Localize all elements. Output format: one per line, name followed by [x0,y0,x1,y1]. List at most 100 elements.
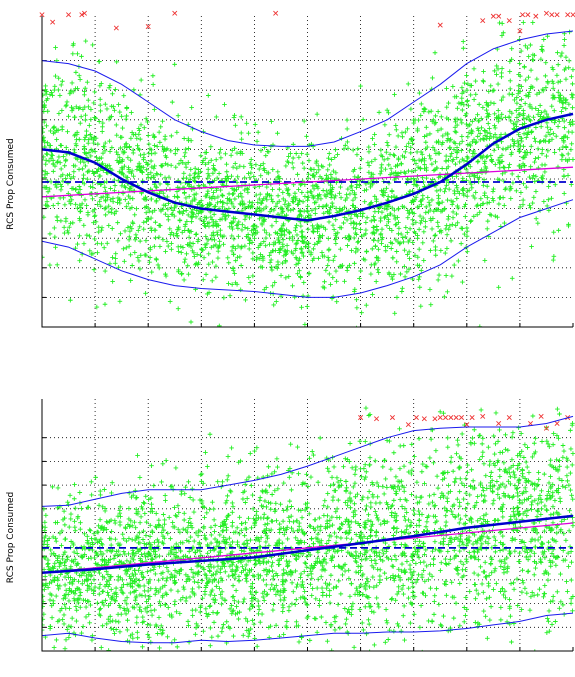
data-point [526,74,531,80]
data-point [154,171,160,177]
data-point [463,476,469,481]
data-point [154,144,160,149]
data-point [492,123,497,128]
data-point [292,190,298,196]
data-point [473,190,479,195]
data-point [55,577,61,583]
data-point [174,194,180,199]
data-point [95,141,101,147]
data-point [394,127,399,133]
data-point [521,154,526,160]
data-point [227,293,233,298]
data-point [455,203,460,209]
data-point [302,194,308,199]
data-point [448,154,453,159]
data-point [482,190,488,196]
data-point [162,136,168,142]
data-point [343,235,348,240]
data-point [71,147,77,153]
data-point [387,172,393,177]
data-point [213,157,219,162]
data-point [217,150,222,156]
data-point [117,109,123,115]
data-point [512,97,517,103]
data-point [191,175,197,180]
data-point [127,228,133,234]
data-point [316,193,322,199]
data-point [535,112,541,117]
data-point [522,497,527,503]
data-point [218,232,223,238]
data-point [393,237,399,243]
data-point [315,577,321,582]
data-point [464,228,470,234]
data-point [385,143,391,148]
data-point [428,156,434,162]
data-point [235,559,241,564]
data-point [446,214,451,219]
data-point [531,173,536,178]
data-point [457,500,462,505]
data-point [408,150,414,156]
data-point [535,146,541,152]
data-point [73,141,79,147]
data-point [172,213,177,219]
data-point [382,457,388,463]
data-point [173,164,179,170]
data-point [344,485,349,491]
data-point [476,102,482,107]
data-point [213,274,219,280]
data-point [171,232,176,238]
data-point [318,574,324,579]
data-point [404,269,410,275]
data-point [51,169,56,174]
data-point [449,580,454,585]
data-point [550,257,556,263]
data-point [54,184,59,190]
data-point [491,147,497,153]
data-point [76,167,82,172]
data-point [133,232,139,238]
data-point [490,196,495,201]
data-point [282,232,287,238]
data-point [82,137,87,142]
data-point [405,215,411,220]
data-point [230,520,235,525]
data-point [122,228,128,234]
data-point [248,170,254,176]
data-point [97,83,103,89]
data-point [302,560,308,566]
data-point [449,151,455,156]
data-point [530,200,535,206]
data-point [329,200,335,206]
data-point [149,506,155,511]
data-point [327,588,332,593]
data-point [178,158,184,163]
data-point [89,536,94,541]
data-point [245,226,251,231]
data-point [96,585,102,591]
data-point [75,51,80,57]
data-point [198,252,203,258]
data-point [246,275,252,280]
data-point [62,582,68,588]
data-point [397,466,403,471]
data-point [360,117,366,122]
data-point [229,148,235,153]
data-point [343,621,348,627]
data-point [394,249,399,254]
data-point [57,93,63,98]
data-point [528,205,533,211]
data-point [106,223,112,228]
data-point [372,132,377,137]
data-point [338,535,344,541]
data-point [270,187,275,192]
data-point [414,479,420,485]
data-point [389,195,394,200]
data-point [334,475,340,481]
data-point [311,186,317,192]
data-point [378,147,384,153]
data-point [182,150,188,156]
data-point [406,517,411,523]
data-point [124,105,130,110]
